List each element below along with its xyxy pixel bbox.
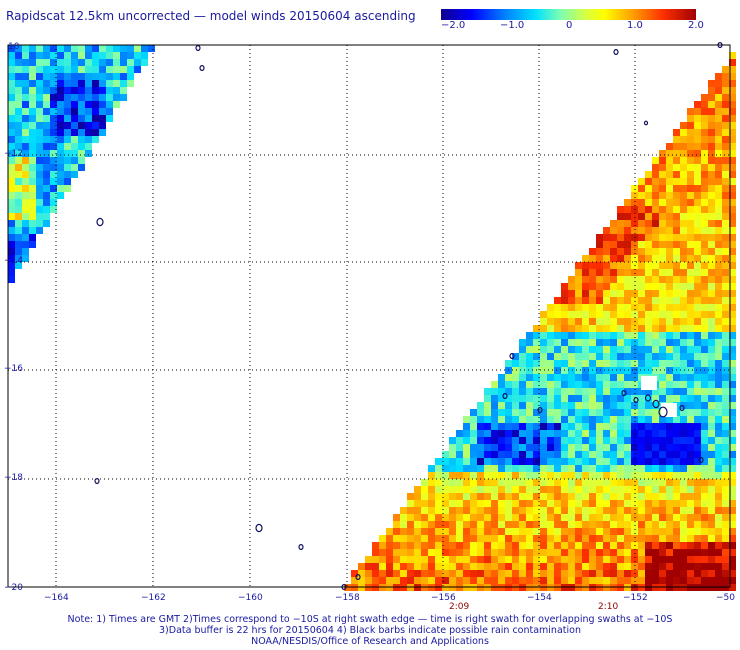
swath-right — [344, 52, 736, 591]
footnote-line-2: 3)Data buffer is 22 hrs for 20150604 4) … — [159, 625, 581, 636]
x-tick-154: −154 — [527, 593, 552, 603]
swath-left — [8, 45, 155, 283]
footnote-line-3: NOAA/NESDIS/Office of Research and Appli… — [251, 636, 489, 647]
y-tick-14: −14 — [4, 256, 23, 266]
colorbar-label-3: 1.0 — [627, 20, 643, 31]
y-axis-ticks: 10 −12 −14 −16 −18 −20 — [4, 42, 23, 593]
y-tick-18: −18 — [4, 473, 23, 483]
x-tick-160: −160 — [238, 593, 263, 603]
island-outlines — [94, 41, 723, 590]
graticule-grid — [8, 45, 730, 587]
y-tick-16: −16 — [4, 364, 23, 374]
map-frame — [7, 44, 731, 588]
footnote-line-1: Note: 1) Times are GMT 2)Times correspon… — [67, 614, 673, 625]
x-tick-164: −164 — [44, 593, 69, 603]
x-tick-150: −50 — [716, 593, 735, 603]
colorbar — [441, 9, 696, 20]
y-tick-10: 10 — [8, 42, 20, 52]
colorbar-label-4: 2.0 — [688, 20, 704, 31]
x-tick-162: −162 — [141, 593, 166, 603]
y-tick-20: −20 — [4, 583, 23, 593]
swath-time-label-2: 2:10 — [598, 602, 618, 612]
colorbar-label-0: −2.0 — [441, 20, 466, 31]
x-axis-ticks: −164 −162 −160 −158 −156 −154 −152 −50 — [44, 593, 735, 603]
x-tick-152: −152 — [623, 593, 648, 603]
swath-time-label-1: 2:09 — [449, 602, 469, 612]
y-tick-12: −12 — [4, 149, 23, 159]
colorbar-label-1: −1.0 — [500, 20, 525, 31]
x-tick-156: −156 — [431, 593, 456, 603]
x-tick-158: −158 — [335, 593, 360, 603]
map-title: Rapidscat 12.5km uncorrected — model win… — [6, 9, 416, 23]
colorbar-label-2: 0 — [566, 20, 573, 31]
footnotes: Note: 1) Times are GMT 2)Times correspon… — [0, 614, 740, 647]
